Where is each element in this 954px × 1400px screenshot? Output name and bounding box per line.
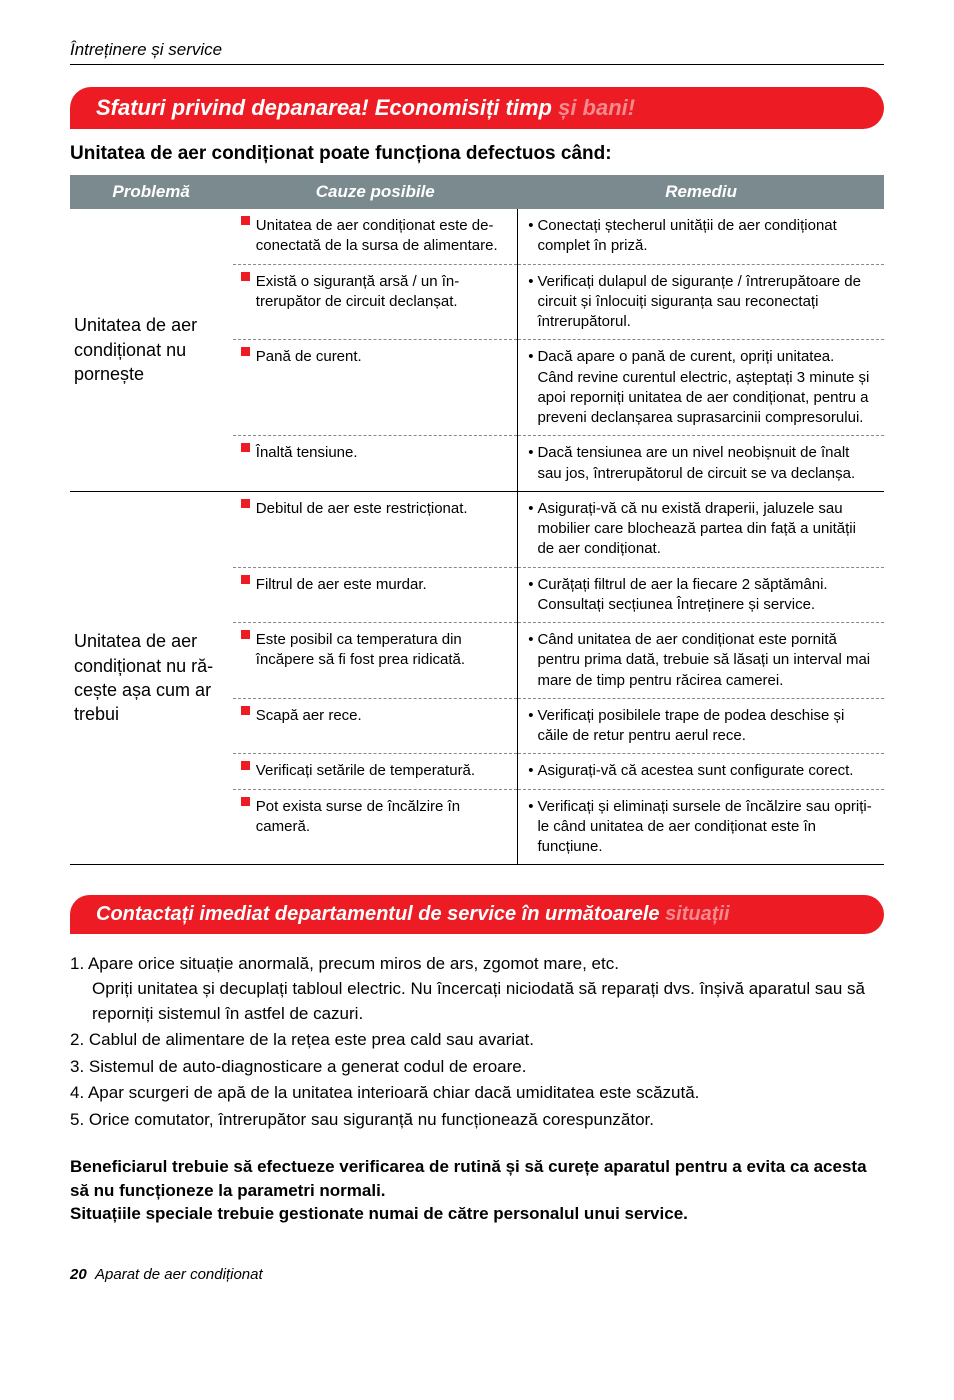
remedy-4: •Dacă tensiunea are un nivel neobișnuit … — [518, 436, 884, 492]
th-problem: Problemă — [70, 176, 233, 209]
cause-8: Scapă aer rece. — [233, 698, 518, 754]
page-number: 20 — [70, 1266, 87, 1283]
list-item: 2. Cablul de alimentare de la rețea este… — [70, 1028, 884, 1053]
cause-3: Pană de curent. — [233, 340, 518, 436]
th-cause: Cauze posibile — [233, 176, 518, 209]
remedy-1: •Conectați ștecherul unității de aer con… — [518, 209, 884, 265]
th-remedy: Remediu — [518, 176, 884, 209]
problem-2: Unitatea de aer condițio­nat nu ră­cește… — [70, 491, 233, 865]
cause-2: Există o siguranță arsă / un în­trerupăt… — [233, 264, 518, 340]
section-pill-2: Contactați imediat departamentul de serv… — [70, 895, 884, 934]
bullet-icon — [241, 499, 250, 508]
bullet-icon — [241, 443, 250, 452]
bullet-icon — [241, 347, 250, 356]
cause-6: Filtrul de aer este murdar. — [233, 567, 518, 623]
bullet-icon — [241, 216, 250, 225]
bullet-icon — [241, 575, 250, 584]
problem-1: Unitatea de aer condițio­nat nu por­neșt… — [70, 209, 233, 492]
contact-list: 1. Apare orice situație anormală, precum… — [70, 952, 884, 1132]
remedy-9: •Asigurați-vă că acestea sunt configurat… — [518, 754, 884, 789]
cause-10: Pot exista surse de încălzire în cameră. — [233, 789, 518, 865]
bold-note: Beneficiarul trebuie să efectueze verifi… — [70, 1155, 884, 1226]
bullet-icon — [241, 706, 250, 715]
list-item: 1. Apare orice situație anormală, precum… — [70, 952, 884, 1026]
bullet-icon — [241, 630, 250, 639]
pill1-faded: și bani! — [558, 95, 635, 120]
troubleshoot-table: Problemă Cauze posibile Remediu Unitatea… — [70, 175, 884, 865]
cause-9: Verificați setările de temperatură. — [233, 754, 518, 789]
bullet-icon — [241, 797, 250, 806]
list-item: 4. Apar scurgeri de apă de la unitatea i… — [70, 1081, 884, 1106]
header-text: Întreținere și service — [70, 40, 222, 59]
remedy-3: •Dacă apare o pană de curent, opriți uni… — [518, 340, 884, 436]
bullet-icon — [241, 272, 250, 281]
section-pill-1: Sfaturi privind depanarea! Economisiți t… — [70, 87, 884, 129]
remedy-6: •Curățați filtrul de aer la fiecare 2 să… — [518, 567, 884, 623]
pill2-faded: situații — [665, 903, 729, 925]
pill2-text: Contactați imediat departamentul de serv… — [96, 903, 730, 925]
cause-1: Unitatea de aer condiționat este de­cone… — [233, 209, 518, 265]
cause-5: Debitul de aer este restricționat. — [233, 491, 518, 567]
remedy-10: •Verificați și eliminați sursele de încă… — [518, 789, 884, 865]
remedy-8: •Verificați posibilele trape de podea de… — [518, 698, 884, 754]
subtitle: Unitatea de aer condiționat poate funcți… — [70, 143, 884, 165]
cause-7: Este posibil ca temperatura din încăpere… — [233, 623, 518, 699]
list-item: 3. Sistemul de auto-diagnosticare a gene… — [70, 1055, 884, 1080]
page-footer: 20 Aparat de aer condiționat — [70, 1266, 884, 1283]
remedy-2: •Verificați dulapul de siguranțe / între… — [518, 264, 884, 340]
remedy-5: •Asigurați-vă că nu există draperii, jal… — [518, 491, 884, 567]
cause-4: Înaltă tensiune. — [233, 436, 518, 492]
footer-text: Aparat de aer condiționat — [95, 1266, 263, 1283]
pill2-white: Contactați imediat departamentul de serv… — [96, 903, 665, 925]
page-header: Întreținere și service — [70, 40, 884, 65]
remedy-7: •Când unitatea de aer condiționat este p… — [518, 623, 884, 699]
bullet-icon — [241, 761, 250, 770]
pill1-white: Sfaturi privind depanarea! Economisiți t… — [96, 95, 558, 120]
list-item: 5. Orice comutator, întrerupător sau sig… — [70, 1108, 884, 1133]
pill1-text: Sfaturi privind depanarea! Economisiți t… — [96, 95, 635, 120]
